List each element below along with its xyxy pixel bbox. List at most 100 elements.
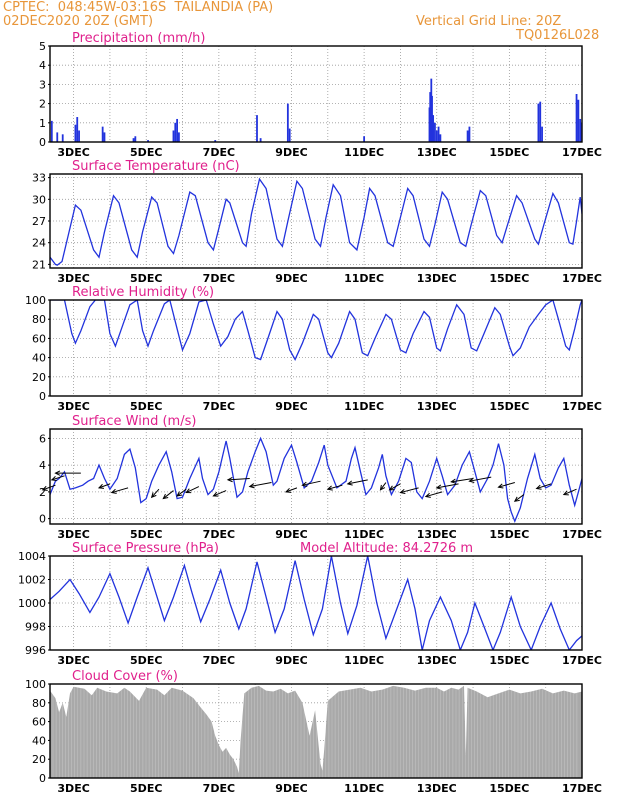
x-tick-label: 3DEC — [57, 782, 89, 795]
y-tick-label: 0 — [39, 772, 46, 785]
panel-title: Precipitation (mm/h) — [72, 31, 205, 46]
y-tick-label: 40 — [32, 734, 46, 747]
y-tick-label: 80 — [32, 697, 46, 710]
precip-bar — [537, 103, 540, 142]
precip-bar — [61, 134, 64, 142]
x-tick-label: 17DEC — [562, 400, 602, 413]
precip-bar — [132, 138, 135, 142]
precip-bar — [172, 130, 175, 142]
wind-arrow-head — [513, 496, 520, 502]
wind-arrow — [389, 483, 401, 491]
y-tick-label: 0 — [39, 390, 46, 403]
x-tick-label: 15DEC — [489, 272, 529, 285]
wind-arrow — [98, 483, 111, 489]
y-tick-label: 100 — [25, 294, 46, 307]
y-tick-label: 2 — [39, 486, 46, 499]
y-tick-label: 6 — [39, 432, 46, 445]
wind-arrow — [563, 488, 577, 496]
x-tick-label: 9DEC — [275, 272, 307, 285]
precip-bar — [432, 115, 435, 142]
wind-arrow — [185, 486, 200, 494]
x-tick-label: 9DEC — [275, 782, 307, 795]
x-tick-label: 13DEC — [417, 528, 457, 541]
x-tick-label: 13DEC — [417, 782, 457, 795]
wind-arrow — [380, 482, 387, 491]
series-line — [50, 436, 582, 524]
panel-frame — [49, 45, 583, 143]
x-tick-label: 9DEC — [275, 400, 307, 413]
precip-bar — [50, 120, 53, 142]
panel-title: Surface Temperature (nC) — [72, 159, 240, 174]
wind-arrow — [213, 490, 227, 497]
panel-frame — [49, 683, 583, 779]
wind-arrow-head — [226, 476, 233, 483]
x-tick-label: 15DEC — [489, 400, 529, 413]
wind-arrow — [469, 476, 492, 482]
series-line — [50, 300, 582, 361]
wind-arrow — [451, 478, 474, 483]
wind-arrow-head — [41, 485, 48, 491]
y-tick-label: 80 — [32, 313, 46, 326]
wind-arrow — [111, 487, 129, 494]
wind-arrow-head — [110, 488, 117, 494]
precip-bar — [577, 99, 580, 142]
header-model-code: TQ0126L028 — [516, 28, 600, 43]
wind-arrow-head — [535, 484, 542, 490]
precip-bar — [286, 103, 289, 142]
wind-arrow — [249, 482, 272, 488]
wind-arrow-head — [150, 492, 157, 499]
x-tick-label: 17DEC — [562, 272, 602, 285]
wind-arrow-head — [468, 477, 475, 483]
x-tick-label: 17DEC — [562, 146, 602, 159]
precip-bar — [176, 118, 178, 142]
wind-arrow-head — [388, 485, 395, 491]
series-line — [50, 177, 582, 266]
precip-bar — [468, 126, 471, 142]
precip-bar — [288, 128, 291, 142]
panel-title: Relative Humidity (%) — [72, 285, 214, 300]
x-tick-label: 5DEC — [130, 782, 162, 795]
x-tick-label: 13DEC — [417, 146, 457, 159]
precip-bar — [439, 134, 442, 142]
wind-arrow — [327, 484, 343, 490]
panel-frame — [49, 555, 583, 651]
wind-arrow-head — [562, 490, 569, 496]
x-tick-label: 11DEC — [344, 782, 384, 795]
precip-bar — [134, 136, 137, 142]
y-tick-label: 21 — [32, 258, 46, 271]
x-tick-label: 13DEC — [417, 654, 457, 667]
wind-arrow — [425, 491, 443, 498]
y-tick-label: 60 — [32, 716, 46, 729]
header-station: CPTEC: 048:45W-03:16S TAILANDIA (PA) — [3, 0, 274, 15]
wind-arrow-head — [212, 491, 219, 497]
wind-arrow-head — [326, 485, 333, 491]
precip-bar — [431, 95, 433, 142]
precip-bar — [174, 122, 177, 142]
wind-arrow — [514, 494, 525, 502]
wind-arrow-head — [424, 492, 431, 498]
x-tick-label: 5DEC — [130, 272, 162, 285]
x-tick-label: 3DEC — [57, 146, 89, 159]
y-tick-label: 1002 — [18, 574, 46, 587]
precip-bar — [579, 118, 582, 142]
y-tick-label: 24 — [32, 237, 46, 250]
wind-arrow-head — [301, 481, 308, 487]
precip-bar — [76, 117, 79, 142]
y-tick-label: 4 — [39, 459, 46, 472]
wind-arrow — [498, 482, 515, 488]
panel-title: Surface Wind (m/s) — [72, 414, 196, 429]
y-tick-label: 1004 — [18, 550, 46, 563]
wind-arrow — [536, 483, 552, 490]
x-tick-label: 15DEC — [489, 528, 529, 541]
wind-arrow-head — [346, 480, 353, 486]
y-tick-label: 20 — [32, 371, 46, 384]
x-tick-label: 5DEC — [130, 400, 162, 413]
precip-bar — [541, 126, 543, 142]
x-tick-label: 13DEC — [417, 272, 457, 285]
cloud-cover-area — [50, 685, 582, 778]
x-tick-label: 15DEC — [489, 782, 529, 795]
x-tick-label: 11DEC — [344, 654, 384, 667]
x-tick-label: 9DEC — [275, 528, 307, 541]
x-tick-label: 11DEC — [344, 528, 384, 541]
wind-arrow — [227, 478, 250, 481]
